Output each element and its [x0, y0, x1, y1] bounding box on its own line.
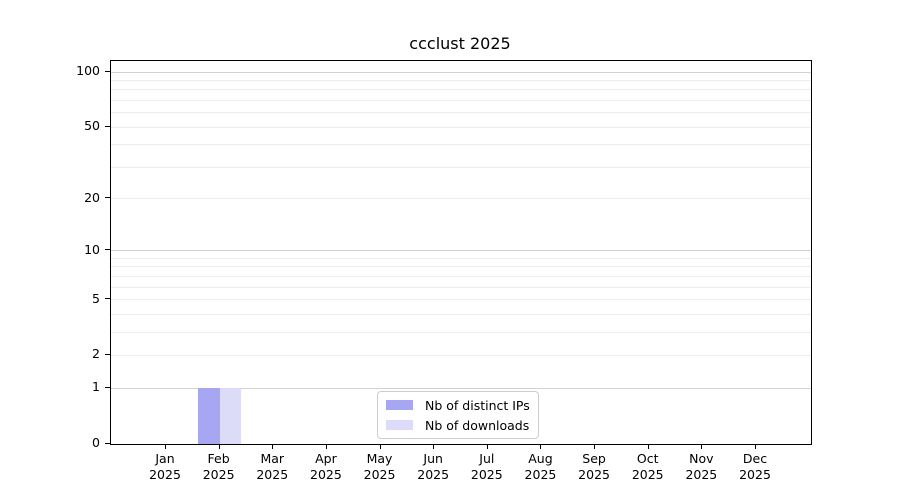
- x-tick-label: Mar 2025: [256, 451, 289, 482]
- legend-label-downloads: Nb of downloads: [425, 417, 530, 433]
- minor-gridline: [111, 144, 811, 146]
- x-tick-mark: [433, 444, 435, 449]
- minor-gridline: [111, 299, 811, 301]
- x-tick-label: Dec 2025: [739, 451, 771, 482]
- y-tick-mark: [105, 442, 110, 444]
- y-tick-mark: [105, 197, 110, 199]
- x-tick-label: Nov 2025: [685, 451, 718, 482]
- x-tick-label: Jan 2025: [149, 451, 181, 482]
- y-tick-label: 50: [84, 118, 100, 134]
- chart-title: ccclust 2025: [409, 34, 511, 53]
- x-tick-mark: [647, 444, 649, 449]
- x-tick-label: Oct 2025: [631, 451, 664, 482]
- y-tick-label: 0: [92, 435, 100, 450]
- major-gridline: [111, 71, 811, 73]
- minor-gridline: [111, 100, 811, 102]
- x-tick-label: Feb 2025: [202, 451, 235, 482]
- y-tick-mark: [105, 249, 110, 251]
- minor-gridline: [111, 313, 811, 315]
- x-tick-mark: [165, 444, 166, 449]
- major-gridline: [111, 250, 811, 252]
- minor-gridline: [111, 112, 811, 114]
- legend-item-distinct-ips: Nb of distinct IPs: [386, 397, 530, 413]
- minor-gridline: [111, 80, 811, 82]
- x-tick-label: Apr 2025: [310, 451, 342, 482]
- x-tick-mark: [701, 444, 703, 449]
- x-tick-mark: [486, 444, 488, 449]
- minor-gridline: [111, 354, 811, 356]
- x-tick-mark: [325, 444, 327, 449]
- y-tick-mark: [105, 70, 110, 72]
- x-tick-label: Sep 2025: [578, 451, 610, 482]
- x-tick-label: Jun 2025: [417, 451, 450, 482]
- minor-gridline: [111, 331, 811, 333]
- legend-item-downloads: Nb of downloads: [386, 417, 530, 433]
- minor-gridline: [111, 126, 811, 128]
- legend-swatch-downloads-icon: [386, 420, 413, 430]
- minor-gridline: [111, 198, 811, 200]
- x-tick-label: Jul 2025: [470, 451, 503, 482]
- minor-gridline: [111, 89, 811, 91]
- x-tick-mark: [272, 444, 274, 449]
- y-tick-label: 100: [76, 63, 100, 79]
- x-tick-label: May 2025: [363, 451, 396, 482]
- major-gridline: [111, 387, 811, 389]
- x-tick-mark: [755, 444, 756, 449]
- y-tick-label: 20: [84, 189, 100, 205]
- legend-label-distinct-ips: Nb of distinct IPs: [425, 397, 530, 413]
- legend-swatch-distinct-ips-icon: [386, 400, 413, 410]
- minor-gridline: [111, 166, 811, 168]
- minor-gridline: [111, 257, 811, 259]
- x-tick-mark: [218, 444, 220, 449]
- plot-area: [110, 60, 812, 445]
- legend: Nb of distinct IPs Nb of downloads: [377, 391, 539, 439]
- y-tick-mark: [105, 353, 110, 355]
- y-tick-mark: [105, 125, 110, 127]
- y-tick-mark: [105, 386, 110, 388]
- y-tick-label: 5: [92, 290, 100, 306]
- y-tick-label: 1: [92, 379, 100, 395]
- y-tick-label: 10: [84, 241, 100, 257]
- minor-gridline: [111, 275, 811, 277]
- y-tick-label: 2: [92, 346, 100, 362]
- x-tick-mark: [540, 444, 542, 449]
- minor-gridline: [111, 286, 811, 288]
- x-tick-mark: [594, 444, 596, 449]
- minor-gridline: [111, 266, 811, 268]
- bar-feb-series1: [219, 388, 242, 444]
- bar-feb-series0: [198, 388, 220, 444]
- y-tick-mark: [105, 298, 110, 300]
- x-tick-mark: [379, 444, 381, 449]
- x-tick-label: Aug 2025: [524, 451, 557, 482]
